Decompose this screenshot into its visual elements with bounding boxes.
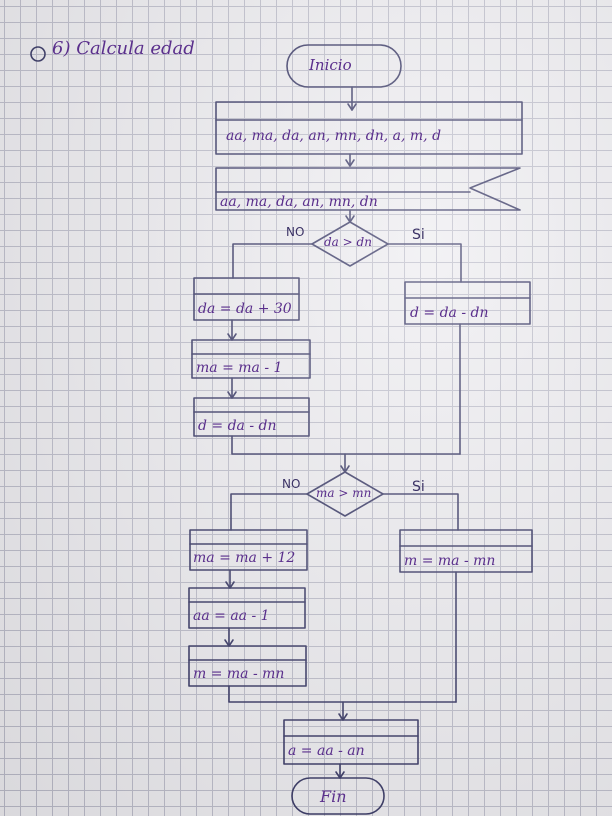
d1-step3-label: d = da - dn	[198, 418, 277, 434]
decision1-label: da > dn	[324, 235, 372, 249]
d1-yes-label: d = da - dn	[410, 305, 489, 321]
d1-step1-label: da = da + 30	[198, 301, 292, 317]
start-terminal-shape	[286, 44, 402, 88]
d2-yes-label: m = ma - mn	[404, 553, 496, 569]
decision2-no-label: NO	[282, 477, 301, 491]
decision2-diamond	[306, 471, 384, 517]
decision1-yes-label: Si	[412, 227, 425, 243]
end-terminal-label: Fin	[320, 787, 347, 806]
start-terminal-label: Inicio	[309, 56, 352, 74]
page-title: 6) Calcula edad	[52, 38, 195, 59]
d1-yes-box	[404, 281, 531, 325]
input-box-label: aa, ma, da, an, mn, dn, a, m, d	[226, 128, 442, 144]
d2-step3-label: m = ma - mn	[193, 666, 285, 682]
d1-step1-box	[193, 277, 300, 321]
d2-step3-box	[188, 645, 307, 687]
input-box-shape	[215, 101, 523, 155]
d2-step2-box	[188, 587, 306, 629]
decision1-diamond	[311, 221, 389, 267]
decision2-label: ma > mn	[316, 486, 372, 500]
question-number-circle	[30, 46, 46, 62]
d2-step1-box	[189, 529, 308, 571]
d2-step2-label: aa = aa - 1	[193, 608, 270, 624]
d1-step2-box	[191, 339, 311, 379]
decision1-no-label: NO	[286, 225, 305, 239]
decision2-yes-label: Si	[412, 479, 425, 495]
output-box-shape	[283, 719, 419, 765]
d1-step2-label: ma = ma - 1	[196, 360, 283, 376]
output-box-label: a = aa - an	[288, 743, 365, 759]
d1-step3-box	[193, 397, 310, 437]
d2-yes-box	[399, 529, 533, 573]
d2-step1-label: ma = ma + 12	[193, 550, 296, 566]
read-box-shape	[215, 167, 521, 211]
end-terminal-shape	[291, 777, 385, 815]
read-box-label: aa, ma, da, an, mn, dn	[220, 194, 378, 210]
